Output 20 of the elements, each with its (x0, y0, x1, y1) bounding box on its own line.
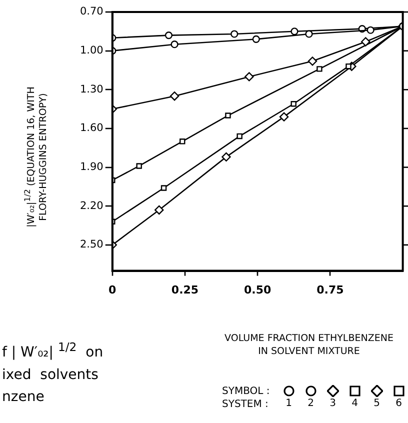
y-tick-label: 1.60 (80, 122, 104, 134)
legend-label: 1 (286, 397, 292, 410)
legend-label: 2 (308, 397, 314, 410)
y-tick-label: 2.20 (80, 200, 104, 212)
text: f | W′₀₂| $^{1/2}$ on ixed solvents nzene (2, 339, 104, 407)
y-tick-label: 2.50 (80, 238, 104, 251)
y-tick-label: 1.90 (80, 161, 104, 174)
y-tick-label: 1.00 (80, 44, 104, 57)
legend-label: 6 (396, 397, 402, 410)
legend-label: 5 (374, 397, 380, 410)
x-tick-label: 0 (108, 283, 117, 296)
y-tick-label: 1.30 (80, 83, 104, 96)
x-tick-label: 0.25 (171, 283, 199, 296)
legend-title: SYMBOL : SYSTEM : (222, 385, 270, 411)
legend-label: 3 (330, 397, 336, 410)
y-tick-label: 0.70 (80, 6, 104, 18)
x-axis-title: VOLUME FRACTION ETHYLBENZENE IN SOLVENT MIXTURE (224, 332, 394, 358)
x-tick-label: 0.50 (244, 283, 272, 296)
x-tick-label: 0.75 (316, 283, 344, 296)
legend-label: 4 (352, 397, 358, 410)
